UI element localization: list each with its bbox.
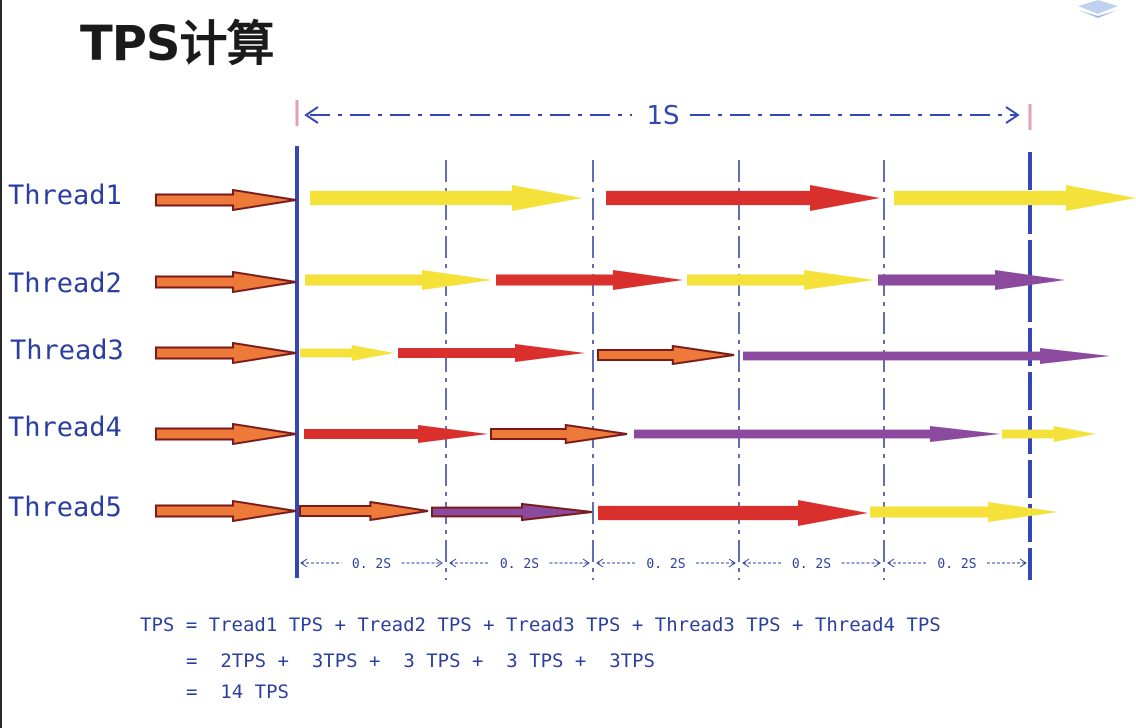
interval-label-4: 0. 2S (792, 557, 831, 572)
thread2-tx-3 (687, 270, 874, 290)
thread2-tx-4 (878, 270, 1065, 290)
thread-label-1: Thread1 (8, 180, 122, 211)
thread1-tx-2 (606, 185, 880, 211)
thread3-tx-2 (398, 344, 585, 362)
thread4-input-arrow (155, 422, 297, 446)
thread4-tx-3 (634, 426, 1000, 442)
interval-arrowhead-right-5 (1019, 558, 1027, 568)
thread4-tx-2 (490, 423, 628, 445)
interval-arrowhead-right-1 (435, 558, 443, 568)
thread-label-3: Thread3 (10, 335, 124, 366)
formula-line-1: TPS = Tread1 TPS + Tread2 TPS + Tread3 T… (140, 614, 941, 636)
interval-arrowhead-right-3 (728, 558, 736, 568)
thread5-input-arrow (155, 499, 297, 523)
interval-arrowhead-left-4 (742, 558, 750, 568)
formula-line-3: = 14 TPS (186, 681, 289, 703)
thread-label-5: Thread5 (8, 492, 122, 523)
window-edge (0, 0, 2, 728)
interval-label-3: 0. 2S (646, 557, 685, 572)
thread5-tx-4 (870, 502, 1058, 522)
interval-label-1: 0. 2S (352, 557, 391, 572)
interval-arrowhead-left-1 (300, 558, 308, 568)
interval-label-2: 0. 2S (500, 557, 539, 572)
page-title: TPS计算 (80, 16, 274, 72)
thread3-tx-1 (300, 345, 394, 361)
interval-arrowhead-right-4 (873, 558, 881, 568)
thread5-tx-1 (299, 500, 429, 522)
span-arrowhead-right (1005, 106, 1020, 124)
thread2-tx-2 (496, 270, 683, 290)
span-arrowhead-left (304, 106, 319, 124)
span-label: 1S (646, 101, 679, 131)
thread5-tx-3 (598, 500, 868, 526)
thread4-tx-1 (304, 425, 488, 443)
formula-line-2: = 2TPS + 3TPS + 3 TPS + 3 TPS + 3TPS (186, 650, 655, 672)
thread2-tx-1 (305, 270, 492, 290)
interval-arrowhead-left-2 (449, 558, 457, 568)
app-logo-icon (1078, 0, 1118, 18)
thread3-tx-4 (743, 348, 1110, 364)
thread2-input-arrow (155, 270, 297, 294)
interval-arrowhead-left-3 (596, 558, 604, 568)
thread-label-2: Thread2 (8, 268, 122, 299)
thread3-input-arrow (155, 341, 297, 365)
interval-arrowhead-left-5 (887, 558, 895, 568)
interval-arrowhead-right-2 (582, 558, 590, 568)
thread5-tx-2 (431, 502, 593, 522)
thread1-tx-3 (894, 185, 1136, 211)
thread3-tx-3 (597, 344, 735, 366)
interval-label-5: 0. 2S (937, 557, 976, 572)
thread1-input-arrow (155, 188, 297, 212)
thread1-tx-1 (310, 185, 582, 211)
thread-label-4: Thread4 (8, 412, 122, 443)
thread4-tx-4 (1002, 426, 1096, 442)
